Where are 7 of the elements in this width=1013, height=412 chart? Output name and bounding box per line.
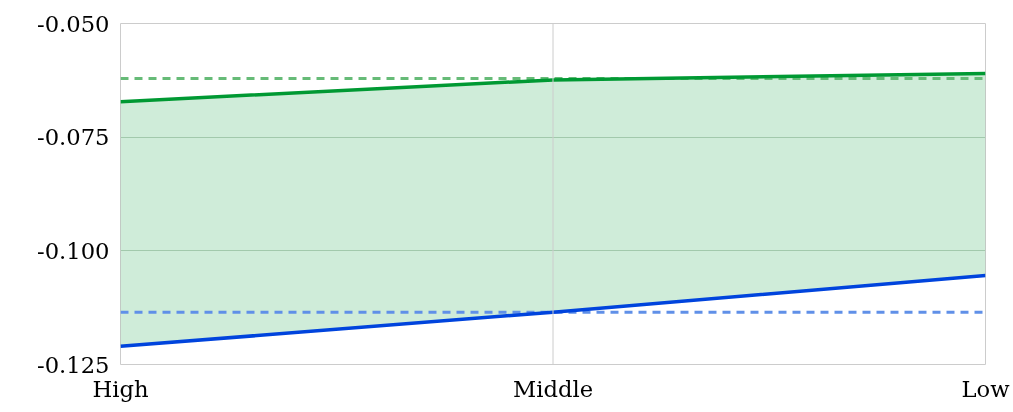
y-tick-label: -0.125 bbox=[36, 351, 110, 378]
x-tick-label: High bbox=[92, 375, 149, 402]
y-tick-label: -0.075 bbox=[36, 124, 110, 151]
y-tick-label: -0.050 bbox=[36, 10, 110, 37]
x-tick-label: Middle bbox=[512, 375, 594, 402]
x-tick-label: Low bbox=[961, 375, 1011, 402]
y-tick-label: -0.100 bbox=[36, 237, 110, 264]
